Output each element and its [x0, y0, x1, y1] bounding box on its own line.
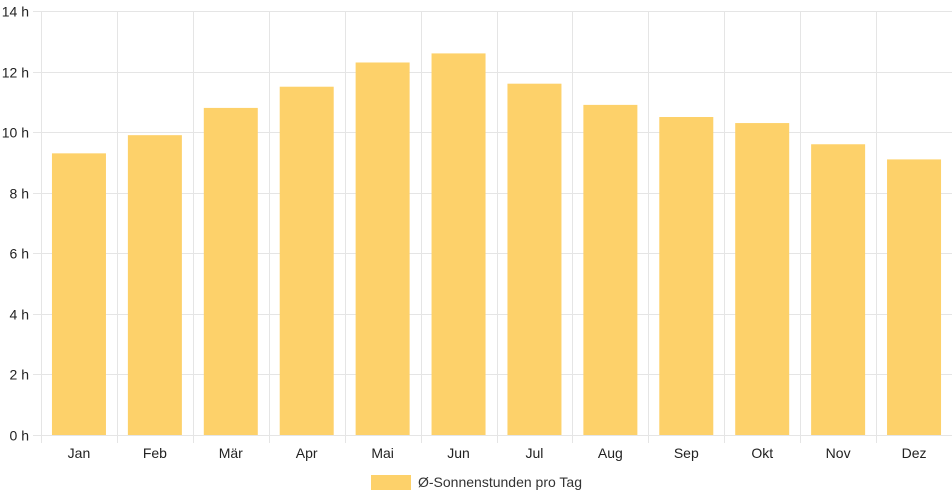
bar[interactable]	[735, 123, 790, 436]
x-axis-ticks: Jan Feb Mär Apr Mai Jun Jul Aug Sep Okt Nov Dez	[68, 445, 927, 461]
bar[interactable]	[279, 86, 334, 435]
bars	[51, 53, 942, 436]
bar[interactable]	[507, 83, 562, 435]
bar[interactable]	[355, 62, 410, 435]
bar[interactable]	[431, 53, 486, 436]
bar[interactable]	[583, 104, 638, 435]
x-tick-label: Jun	[447, 445, 470, 461]
y-tick-label: 4 h	[10, 307, 29, 323]
x-tick-label: Mai	[371, 445, 394, 461]
y-tick-label: 0 h	[10, 428, 29, 444]
bar[interactable]	[659, 117, 714, 435]
x-tick-label: Aug	[598, 445, 623, 461]
bar[interactable]	[127, 135, 182, 435]
y-axis-ticks: 0 h 2 h 4 h 6 h 8 h 10 h 12 h 14 h	[2, 4, 29, 444]
x-tick-label: Nov	[826, 445, 851, 461]
legend-label[interactable]: Ø-Sonnenstunden pro Tag	[418, 474, 582, 490]
legend[interactable]: Ø-Sonnenstunden pro Tag	[371, 474, 582, 490]
bar[interactable]	[887, 159, 942, 435]
x-tick-label: Jul	[526, 445, 544, 461]
grid	[33, 11, 952, 443]
bar[interactable]	[51, 153, 106, 436]
y-tick-label: 12 h	[2, 65, 29, 81]
x-tick-label: Jan	[68, 445, 91, 461]
x-tick-label: Dez	[902, 445, 927, 461]
x-tick-label: Mär	[219, 445, 243, 461]
y-tick-label: 6 h	[10, 246, 29, 262]
y-tick-label: 10 h	[2, 125, 29, 141]
x-tick-label: Okt	[751, 445, 773, 461]
x-tick-label: Feb	[143, 445, 167, 461]
x-tick-label: Sep	[674, 445, 699, 461]
x-tick-label: Apr	[296, 445, 318, 461]
bar[interactable]	[203, 107, 258, 436]
bar[interactable]	[811, 144, 866, 435]
y-tick-label: 2 h	[10, 367, 29, 383]
y-tick-label: 14 h	[2, 4, 29, 20]
legend-swatch[interactable]	[371, 475, 411, 490]
y-tick-label: 8 h	[10, 186, 29, 202]
